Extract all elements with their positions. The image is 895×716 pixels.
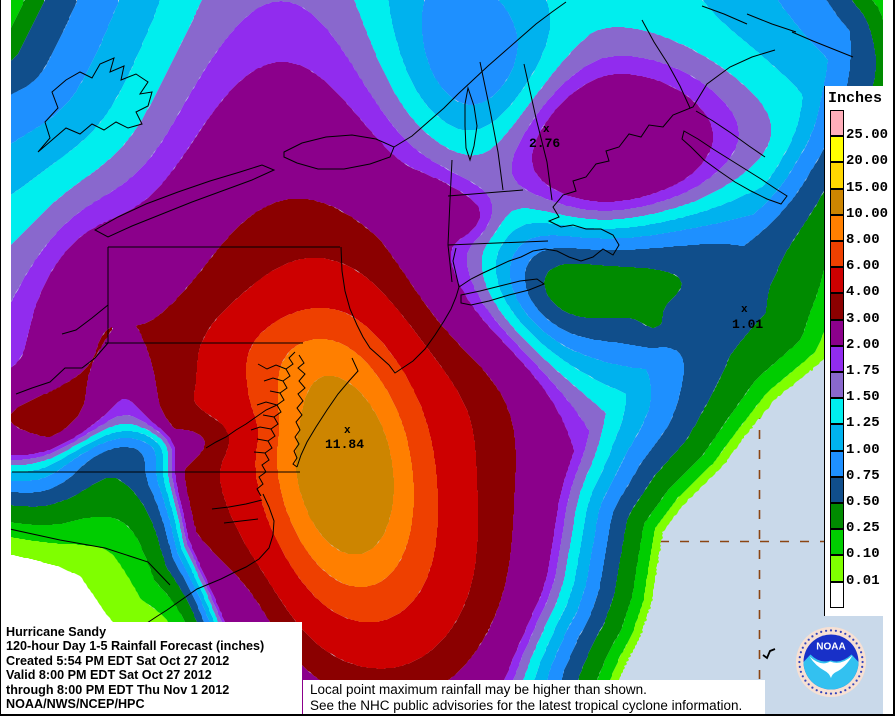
svg-text:NOAA: NOAA	[816, 642, 845, 653]
